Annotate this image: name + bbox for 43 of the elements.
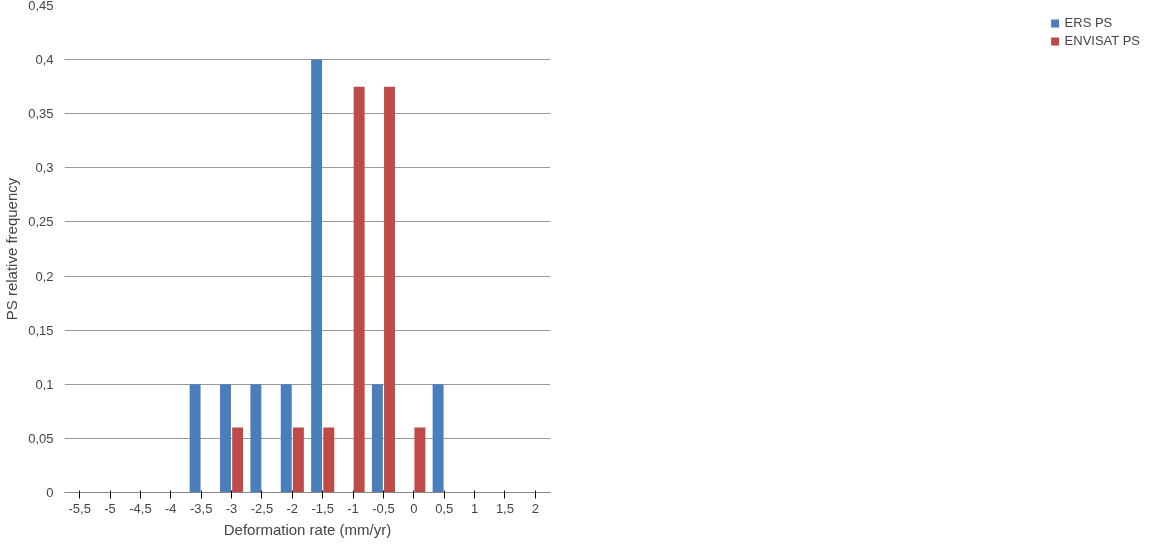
bar: [414, 427, 426, 493]
y-tick-label: 0,35: [28, 106, 54, 122]
x-tick-label: 1: [470, 500, 479, 516]
x-tick-label: -5: [104, 500, 116, 516]
bar: [280, 384, 292, 493]
x-tick-label: -2: [286, 500, 299, 516]
legend-label: ERS PS: [1064, 15, 1113, 30]
bar: [323, 427, 335, 493]
bar: [371, 384, 383, 493]
bar: [432, 384, 444, 493]
x-tick-label: 0: [410, 500, 418, 516]
legend-label: ENVISAT PS: [1064, 33, 1140, 48]
bar: [232, 427, 244, 493]
bar: [292, 427, 304, 493]
y-tick-label: 0: [46, 485, 54, 500]
y-tick-label: 0,15: [28, 322, 54, 338]
bar: [311, 59, 323, 493]
y-tick-label: 0,25: [28, 214, 54, 230]
x-tick-label: -0,5: [372, 500, 395, 516]
bar: [384, 86, 395, 493]
y-tick-label: 0,05: [28, 430, 54, 446]
bar: [220, 384, 231, 493]
y-axis-title: PS relative frequency: [3, 177, 21, 321]
bar: [353, 86, 365, 493]
x-tick-label: -4: [165, 500, 177, 516]
x-tick-label: 1,5: [495, 500, 514, 516]
y-tick-label: 0,4: [35, 52, 54, 68]
x-tick-label: 2: [531, 500, 539, 516]
x-tick-label: -2,5: [250, 500, 274, 516]
bar: [250, 384, 262, 493]
y-tick-label: 0,3: [35, 160, 54, 176]
x-tick-label: -1,5: [311, 500, 334, 516]
x-tick-label: -3: [225, 500, 238, 516]
x-tick-label: -3,5: [189, 500, 213, 516]
y-tick-label: 0,45: [28, 0, 54, 13]
x-tick-label: -4,5: [129, 500, 152, 516]
x-axis-title: Deformation rate (mm/yr): [223, 520, 392, 538]
y-tick-label: 0,2: [35, 268, 54, 284]
y-tick-label: 0,1: [35, 376, 54, 392]
x-tick-label: -5,5: [68, 500, 91, 516]
x-tick-label: -1: [347, 500, 359, 516]
x-tick-label: 0,5: [435, 500, 454, 516]
bar: [189, 384, 201, 493]
